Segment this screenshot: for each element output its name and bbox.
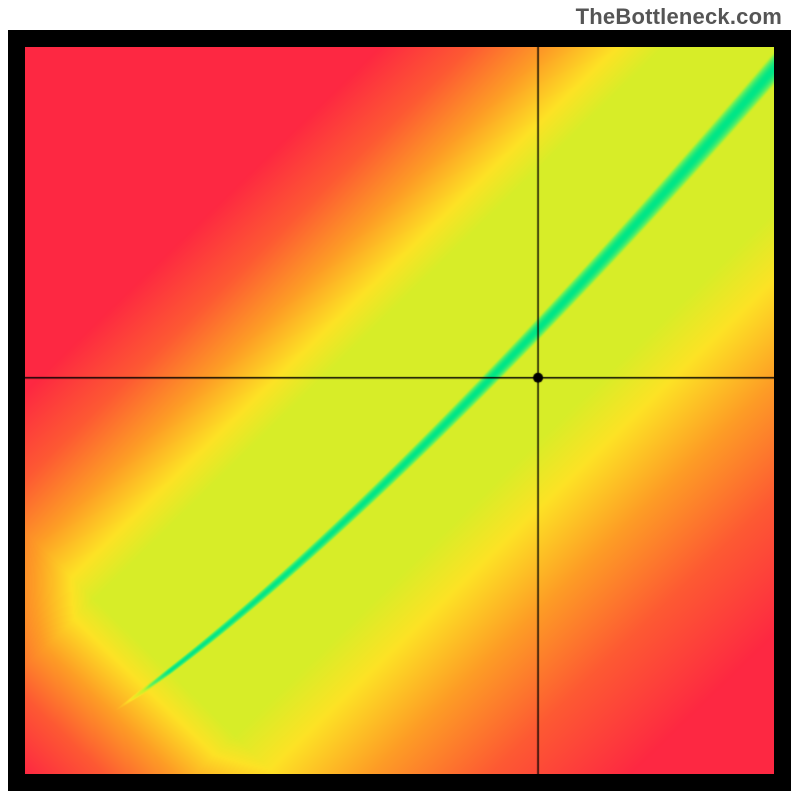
chart-container: TheBottleneck.com bbox=[0, 0, 800, 800]
heatmap-canvas bbox=[25, 47, 774, 774]
watermark-text: TheBottleneck.com bbox=[576, 4, 782, 30]
heatmap-plot bbox=[25, 47, 774, 774]
